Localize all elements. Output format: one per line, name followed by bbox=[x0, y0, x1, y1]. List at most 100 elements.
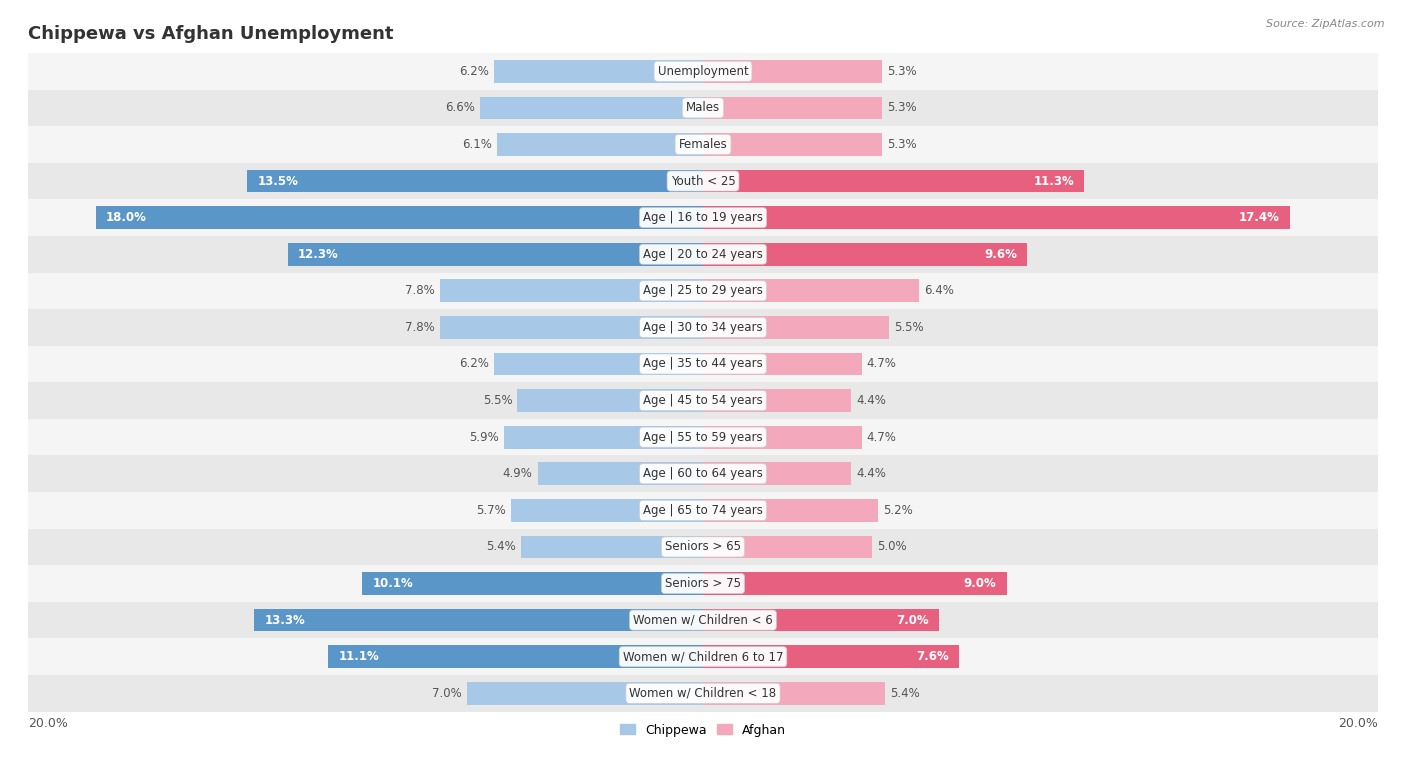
Text: Age | 16 to 19 years: Age | 16 to 19 years bbox=[643, 211, 763, 224]
Text: Age | 60 to 64 years: Age | 60 to 64 years bbox=[643, 467, 763, 480]
Bar bbox=[703, 426, 862, 448]
Bar bbox=[703, 316, 889, 338]
Bar bbox=[703, 646, 959, 668]
Text: 11.1%: 11.1% bbox=[339, 650, 380, 663]
Bar bbox=[517, 389, 703, 412]
Bar bbox=[703, 609, 939, 631]
Text: 12.3%: 12.3% bbox=[298, 248, 339, 260]
Bar bbox=[703, 243, 1026, 266]
Bar bbox=[494, 353, 703, 375]
Bar bbox=[494, 60, 703, 83]
Text: 5.3%: 5.3% bbox=[887, 65, 917, 78]
Text: Women w/ Children < 6: Women w/ Children < 6 bbox=[633, 614, 773, 627]
Bar bbox=[703, 97, 882, 119]
Text: 4.7%: 4.7% bbox=[866, 357, 897, 370]
Bar bbox=[28, 273, 1378, 309]
Bar bbox=[28, 492, 1378, 528]
Text: 5.2%: 5.2% bbox=[883, 504, 914, 517]
Text: 4.9%: 4.9% bbox=[503, 467, 533, 480]
Text: 5.3%: 5.3% bbox=[887, 138, 917, 151]
Text: 6.1%: 6.1% bbox=[463, 138, 492, 151]
Text: 5.5%: 5.5% bbox=[482, 394, 512, 407]
Text: Age | 20 to 24 years: Age | 20 to 24 years bbox=[643, 248, 763, 260]
Bar bbox=[28, 53, 1378, 89]
Text: Unemployment: Unemployment bbox=[658, 65, 748, 78]
Bar bbox=[288, 243, 703, 266]
Text: 4.7%: 4.7% bbox=[866, 431, 897, 444]
Bar bbox=[329, 646, 703, 668]
Bar bbox=[703, 170, 1084, 192]
Bar bbox=[537, 463, 703, 485]
Bar bbox=[440, 316, 703, 338]
Bar bbox=[703, 572, 1007, 595]
Text: 5.7%: 5.7% bbox=[475, 504, 506, 517]
Text: 6.2%: 6.2% bbox=[458, 65, 489, 78]
Bar bbox=[363, 572, 703, 595]
Text: Age | 30 to 34 years: Age | 30 to 34 years bbox=[643, 321, 763, 334]
Text: Women w/ Children < 18: Women w/ Children < 18 bbox=[630, 687, 776, 699]
Text: Males: Males bbox=[686, 101, 720, 114]
Text: 4.4%: 4.4% bbox=[856, 467, 886, 480]
Text: 5.5%: 5.5% bbox=[894, 321, 924, 334]
Text: 17.4%: 17.4% bbox=[1239, 211, 1279, 224]
Bar bbox=[28, 89, 1378, 126]
Bar bbox=[481, 97, 703, 119]
Bar bbox=[703, 60, 882, 83]
Bar bbox=[467, 682, 703, 705]
Text: 5.4%: 5.4% bbox=[486, 540, 516, 553]
Bar bbox=[247, 170, 703, 192]
Bar bbox=[703, 499, 879, 522]
Bar bbox=[703, 353, 862, 375]
Text: Age | 35 to 44 years: Age | 35 to 44 years bbox=[643, 357, 763, 370]
Bar bbox=[28, 638, 1378, 675]
Bar bbox=[28, 602, 1378, 638]
Text: 4.4%: 4.4% bbox=[856, 394, 886, 407]
Text: Women w/ Children 6 to 17: Women w/ Children 6 to 17 bbox=[623, 650, 783, 663]
Bar bbox=[703, 207, 1291, 229]
Text: 20.0%: 20.0% bbox=[1339, 717, 1378, 730]
Text: 6.4%: 6.4% bbox=[924, 285, 953, 298]
Text: 9.6%: 9.6% bbox=[984, 248, 1017, 260]
Bar bbox=[28, 126, 1378, 163]
Bar bbox=[28, 565, 1378, 602]
Bar bbox=[28, 419, 1378, 456]
Legend: Chippewa, Afghan: Chippewa, Afghan bbox=[616, 718, 790, 742]
Bar bbox=[28, 346, 1378, 382]
Text: 7.0%: 7.0% bbox=[897, 614, 929, 627]
Text: Age | 55 to 59 years: Age | 55 to 59 years bbox=[643, 431, 763, 444]
Bar bbox=[28, 236, 1378, 273]
Bar bbox=[28, 199, 1378, 236]
Text: Seniors > 65: Seniors > 65 bbox=[665, 540, 741, 553]
Text: 9.0%: 9.0% bbox=[965, 577, 997, 590]
Bar bbox=[28, 528, 1378, 565]
Bar bbox=[498, 133, 703, 156]
Text: 18.0%: 18.0% bbox=[105, 211, 146, 224]
Bar bbox=[703, 389, 852, 412]
Text: Youth < 25: Youth < 25 bbox=[671, 175, 735, 188]
Text: 11.3%: 11.3% bbox=[1033, 175, 1074, 188]
Text: 5.0%: 5.0% bbox=[877, 540, 907, 553]
Bar bbox=[254, 609, 703, 631]
Bar bbox=[703, 463, 852, 485]
Text: Source: ZipAtlas.com: Source: ZipAtlas.com bbox=[1267, 19, 1385, 29]
Bar bbox=[28, 456, 1378, 492]
Text: 6.2%: 6.2% bbox=[458, 357, 489, 370]
Bar bbox=[28, 163, 1378, 199]
Text: 13.5%: 13.5% bbox=[257, 175, 298, 188]
Text: Age | 65 to 74 years: Age | 65 to 74 years bbox=[643, 504, 763, 517]
Bar bbox=[703, 133, 882, 156]
Bar bbox=[96, 207, 703, 229]
Bar bbox=[703, 682, 886, 705]
Bar bbox=[28, 309, 1378, 346]
Text: 10.1%: 10.1% bbox=[373, 577, 413, 590]
Text: Chippewa vs Afghan Unemployment: Chippewa vs Afghan Unemployment bbox=[28, 25, 394, 43]
Text: 5.9%: 5.9% bbox=[470, 431, 499, 444]
Text: 7.0%: 7.0% bbox=[432, 687, 461, 699]
Bar bbox=[28, 382, 1378, 419]
Bar bbox=[28, 675, 1378, 712]
Text: 5.3%: 5.3% bbox=[887, 101, 917, 114]
Text: 6.6%: 6.6% bbox=[446, 101, 475, 114]
Text: Age | 25 to 29 years: Age | 25 to 29 years bbox=[643, 285, 763, 298]
Text: Females: Females bbox=[679, 138, 727, 151]
Bar bbox=[703, 536, 872, 558]
